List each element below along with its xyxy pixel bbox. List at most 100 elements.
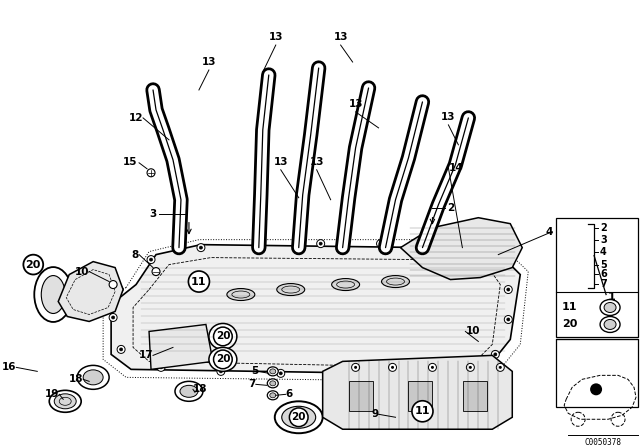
Circle shape (590, 383, 602, 395)
Text: 19: 19 (45, 389, 60, 399)
Ellipse shape (175, 381, 203, 401)
Text: 18: 18 (68, 375, 83, 384)
Circle shape (120, 348, 123, 351)
Text: 13: 13 (348, 99, 363, 109)
Circle shape (376, 240, 385, 248)
Text: 13: 13 (269, 32, 283, 42)
Ellipse shape (604, 302, 616, 313)
Circle shape (337, 369, 344, 377)
Circle shape (217, 367, 225, 375)
Text: 5: 5 (252, 366, 259, 376)
Circle shape (109, 280, 117, 289)
Circle shape (467, 363, 474, 371)
Circle shape (479, 260, 482, 263)
Circle shape (456, 366, 465, 373)
Circle shape (459, 368, 462, 371)
Circle shape (388, 363, 397, 371)
Ellipse shape (282, 406, 316, 428)
Text: 4: 4 (546, 227, 553, 237)
Circle shape (220, 370, 222, 373)
Circle shape (397, 369, 404, 377)
Text: 10: 10 (465, 327, 480, 336)
Text: 13: 13 (202, 57, 216, 67)
Circle shape (319, 242, 322, 245)
Ellipse shape (332, 279, 360, 291)
Circle shape (152, 267, 160, 276)
Ellipse shape (77, 366, 109, 389)
Circle shape (200, 246, 202, 249)
Polygon shape (401, 218, 522, 280)
Circle shape (504, 315, 512, 323)
Ellipse shape (270, 381, 276, 386)
Ellipse shape (83, 370, 103, 385)
Circle shape (339, 372, 342, 375)
Polygon shape (323, 355, 512, 429)
Text: 13: 13 (333, 32, 348, 42)
Ellipse shape (268, 367, 278, 376)
Circle shape (109, 314, 117, 322)
Ellipse shape (270, 369, 276, 374)
Circle shape (496, 363, 504, 371)
Text: 3: 3 (600, 235, 607, 245)
Circle shape (431, 366, 434, 369)
Circle shape (399, 372, 402, 375)
Bar (408, 381, 433, 411)
Ellipse shape (604, 319, 616, 329)
Text: 6: 6 (600, 268, 607, 279)
Circle shape (118, 288, 120, 291)
Circle shape (197, 244, 205, 252)
Ellipse shape (276, 284, 305, 296)
Circle shape (257, 240, 265, 248)
Ellipse shape (381, 276, 410, 288)
Circle shape (259, 242, 262, 245)
Text: 20: 20 (562, 319, 577, 329)
Text: 20: 20 (216, 332, 230, 341)
Text: 12: 12 (129, 113, 143, 123)
Circle shape (507, 318, 510, 321)
Text: 10: 10 (75, 267, 89, 276)
Text: 9: 9 (371, 409, 378, 419)
Text: 2: 2 (600, 223, 607, 233)
Ellipse shape (275, 401, 323, 433)
Circle shape (157, 363, 165, 371)
Circle shape (476, 258, 484, 266)
Text: 7: 7 (248, 379, 256, 389)
Ellipse shape (209, 323, 237, 349)
Ellipse shape (268, 391, 278, 400)
Circle shape (494, 353, 497, 356)
Bar (349, 381, 372, 411)
Text: 17: 17 (138, 350, 153, 360)
Text: 6: 6 (285, 389, 293, 399)
Text: 18: 18 (193, 384, 207, 394)
Circle shape (111, 316, 115, 319)
Circle shape (492, 350, 499, 358)
Circle shape (391, 366, 394, 369)
Circle shape (499, 366, 502, 369)
Ellipse shape (600, 316, 620, 332)
Ellipse shape (214, 328, 232, 345)
Text: 13: 13 (441, 112, 456, 122)
Text: 13: 13 (273, 157, 288, 167)
Ellipse shape (209, 347, 237, 371)
Circle shape (379, 242, 382, 245)
Circle shape (147, 169, 155, 177)
Text: 14: 14 (449, 163, 463, 173)
Text: 11: 11 (562, 302, 578, 313)
Circle shape (150, 258, 152, 261)
Circle shape (429, 244, 432, 247)
Text: 20: 20 (291, 412, 306, 422)
Circle shape (115, 285, 123, 293)
Circle shape (426, 241, 435, 250)
Circle shape (469, 366, 472, 369)
Ellipse shape (270, 393, 276, 398)
Text: 5: 5 (600, 259, 607, 270)
Polygon shape (149, 324, 213, 369)
Text: 13: 13 (309, 157, 324, 167)
Ellipse shape (268, 379, 278, 388)
Polygon shape (111, 245, 520, 375)
Text: 16: 16 (2, 362, 16, 372)
Ellipse shape (214, 353, 232, 366)
Text: 20: 20 (26, 259, 41, 270)
Ellipse shape (35, 267, 72, 322)
Circle shape (428, 363, 436, 371)
